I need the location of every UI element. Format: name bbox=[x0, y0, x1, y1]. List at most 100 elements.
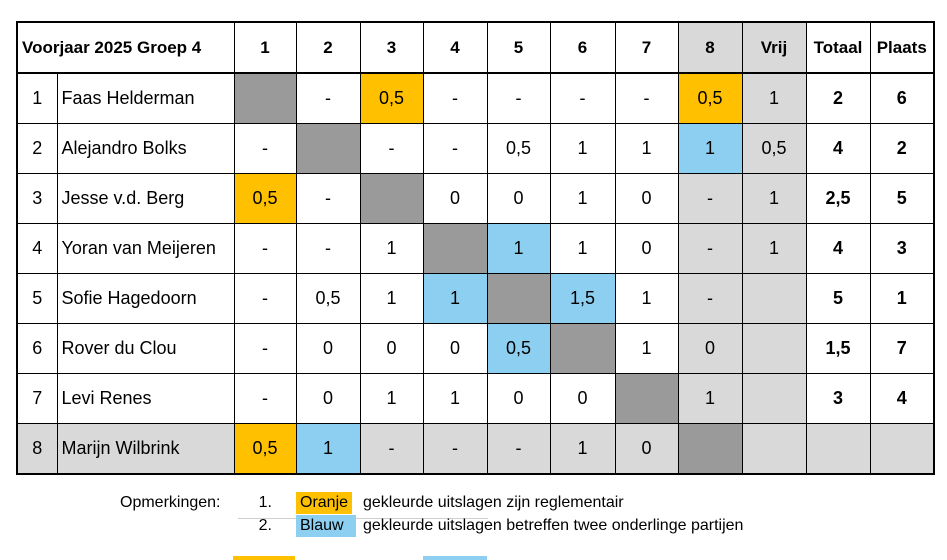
total-cell: 2,5 bbox=[805, 173, 871, 224]
col-header-vrij: Vrij bbox=[741, 21, 807, 74]
score-cell: 1 bbox=[741, 223, 807, 274]
score-cell: - bbox=[677, 173, 743, 224]
remark-chip-blue: Blauw bbox=[296, 515, 356, 537]
score-cell: - bbox=[295, 223, 361, 274]
score-cell: 0,5 bbox=[677, 72, 743, 124]
score-cell bbox=[549, 323, 616, 374]
score-cell: - bbox=[422, 72, 488, 124]
table-row: 2 Alejandro Bolks - - -0,5 1 1 1 0,5 4 2 bbox=[16, 123, 935, 174]
score-cell bbox=[741, 323, 807, 374]
row-number: 6 bbox=[16, 323, 58, 374]
row-number: 2 bbox=[16, 123, 58, 174]
row-number: 1 bbox=[16, 72, 58, 124]
score-cell: 1 bbox=[295, 423, 361, 475]
col-header-totaal: Totaal bbox=[805, 21, 871, 74]
score-cell: 1 bbox=[359, 223, 424, 274]
score-cell: 0 bbox=[549, 373, 616, 424]
score-cell: 1 bbox=[422, 273, 488, 324]
score-cell: 1 bbox=[741, 72, 807, 124]
decorative-strip-orange bbox=[233, 556, 295, 560]
row-number: 8 bbox=[16, 423, 58, 475]
total-cell: 3 bbox=[805, 373, 871, 424]
total-cell: 1,5 bbox=[805, 323, 871, 374]
col-header-1: 1 bbox=[233, 21, 297, 74]
score-cell: 0,5 bbox=[233, 423, 297, 475]
col-header-plaats: Plaats bbox=[869, 21, 935, 74]
remark-chip-orange: Oranje bbox=[296, 492, 353, 514]
divider bbox=[238, 518, 488, 519]
table-row: 4 Yoran van Meijeren - -1 1 1 0-1 4 3 bbox=[16, 223, 935, 274]
score-cell: 1 bbox=[486, 223, 551, 274]
score-cell bbox=[741, 273, 807, 324]
score-cell: - bbox=[422, 123, 488, 174]
score-cell: 0,5 bbox=[741, 123, 807, 174]
score-cell: 1 bbox=[422, 373, 488, 424]
score-cell: 0 bbox=[614, 223, 679, 274]
score-cell: 1 bbox=[614, 123, 679, 174]
score-cell: - bbox=[677, 273, 743, 324]
rank-cell: 7 bbox=[869, 323, 935, 374]
score-cell: 1 bbox=[549, 423, 616, 475]
score-cell: 1 bbox=[549, 223, 616, 274]
remark-number: 2. bbox=[258, 517, 272, 534]
remark-text: gekleurde uitslagen zijn reglementair bbox=[363, 494, 624, 511]
score-cell: - bbox=[486, 72, 551, 124]
score-cell bbox=[614, 373, 679, 424]
rank-cell: 4 bbox=[869, 373, 935, 424]
score-cell: - bbox=[614, 72, 679, 124]
remarks-label: Opmerkingen: bbox=[120, 494, 221, 511]
rank-cell: 3 bbox=[869, 223, 935, 274]
standings-table: Voorjaar 2025 Groep 4 1 2 3 4 5 6 7 8 Vr… bbox=[16, 21, 935, 475]
row-number: 7 bbox=[16, 373, 58, 424]
row-number: 5 bbox=[16, 273, 58, 324]
col-header-5: 5 bbox=[486, 21, 551, 74]
player-name: Faas Helderman bbox=[56, 72, 235, 124]
col-header-4: 4 bbox=[422, 21, 488, 74]
player-name: Sofie Hagedoorn bbox=[56, 273, 235, 324]
score-cell bbox=[486, 273, 551, 324]
score-cell: - bbox=[233, 273, 297, 324]
header-row: Voorjaar 2025 Groep 4 1 2 3 4 5 6 7 8 Vr… bbox=[16, 21, 935, 74]
rank-cell: 1 bbox=[869, 273, 935, 324]
score-cell: 1 bbox=[359, 273, 424, 324]
score-cell: - bbox=[295, 173, 361, 224]
score-cell: 0 bbox=[422, 173, 488, 224]
score-cell: - bbox=[233, 323, 297, 374]
score-cell bbox=[422, 223, 488, 274]
remark-number: 1. bbox=[258, 494, 272, 511]
row-number: 3 bbox=[16, 173, 58, 224]
score-cell: 1 bbox=[614, 323, 679, 374]
score-cell bbox=[677, 423, 743, 475]
score-cell: 0 bbox=[677, 323, 743, 374]
score-cell: 0,5 bbox=[359, 72, 424, 124]
score-cell: - bbox=[233, 223, 297, 274]
score-cell: - bbox=[677, 223, 743, 274]
score-cell: - bbox=[233, 373, 297, 424]
score-cell: - bbox=[233, 123, 297, 174]
table-row: 6 Rover du Clou -0 0 0 0,5 1 0 1,5 7 bbox=[16, 323, 935, 374]
score-cell: 0,5 bbox=[486, 323, 551, 374]
score-cell bbox=[359, 173, 424, 224]
score-cell: 0 bbox=[614, 423, 679, 475]
score-cell: 0,5 bbox=[486, 123, 551, 174]
score-cell: 0 bbox=[422, 323, 488, 374]
score-cell: - bbox=[295, 72, 361, 124]
col-header-7: 7 bbox=[614, 21, 679, 74]
decorative-strip-blue bbox=[423, 556, 487, 560]
score-cell: 0 bbox=[295, 323, 361, 374]
score-cell: 1,5 bbox=[549, 273, 616, 324]
total-cell: 5 bbox=[805, 273, 871, 324]
score-cell: 1 bbox=[741, 173, 807, 224]
score-cell: 0 bbox=[614, 173, 679, 224]
score-cell: 1 bbox=[549, 123, 616, 174]
score-cell: 1 bbox=[614, 273, 679, 324]
score-cell: 0 bbox=[359, 323, 424, 374]
score-cell: 1 bbox=[359, 373, 424, 424]
total-cell: 2 bbox=[805, 72, 871, 124]
table-row: 7 Levi Renes -0 1 1 0 0 1 3 4 bbox=[16, 373, 935, 424]
score-cell: 0,5 bbox=[233, 173, 297, 224]
score-cell: - bbox=[359, 423, 424, 475]
total-cell: 4 bbox=[805, 223, 871, 274]
row-number: 4 bbox=[16, 223, 58, 274]
score-cell: - bbox=[549, 72, 616, 124]
